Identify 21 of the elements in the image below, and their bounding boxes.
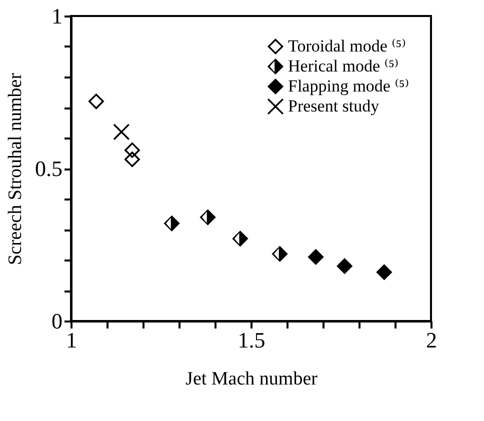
point <box>376 264 392 280</box>
legend-label: Flapping mode ⁽⁵⁾ <box>288 76 409 96</box>
x-axis-title: Jet Mach number <box>186 368 318 390</box>
y-tick-label: 0.5 <box>35 156 62 181</box>
point <box>272 246 288 262</box>
point <box>336 258 353 274</box>
y-tick-label: 0 <box>52 308 62 334</box>
point <box>113 124 130 140</box>
point <box>88 93 104 110</box>
point <box>232 230 248 247</box>
x-tick-label: 1.5 <box>238 328 266 352</box>
point <box>308 248 324 266</box>
legend-label: Herical mode ⁽⁵⁾ <box>288 56 399 76</box>
legend-label: Present study <box>288 96 380 116</box>
y-axis-title: Screech Strouhal number <box>5 72 26 266</box>
legend-label: Toroidal mode ⁽⁵⁾ <box>288 36 406 56</box>
point <box>200 209 216 226</box>
x-tick-label: 2 <box>426 328 437 352</box>
point <box>164 215 180 232</box>
point <box>124 151 140 168</box>
y-tick-label: 1 <box>52 4 62 28</box>
